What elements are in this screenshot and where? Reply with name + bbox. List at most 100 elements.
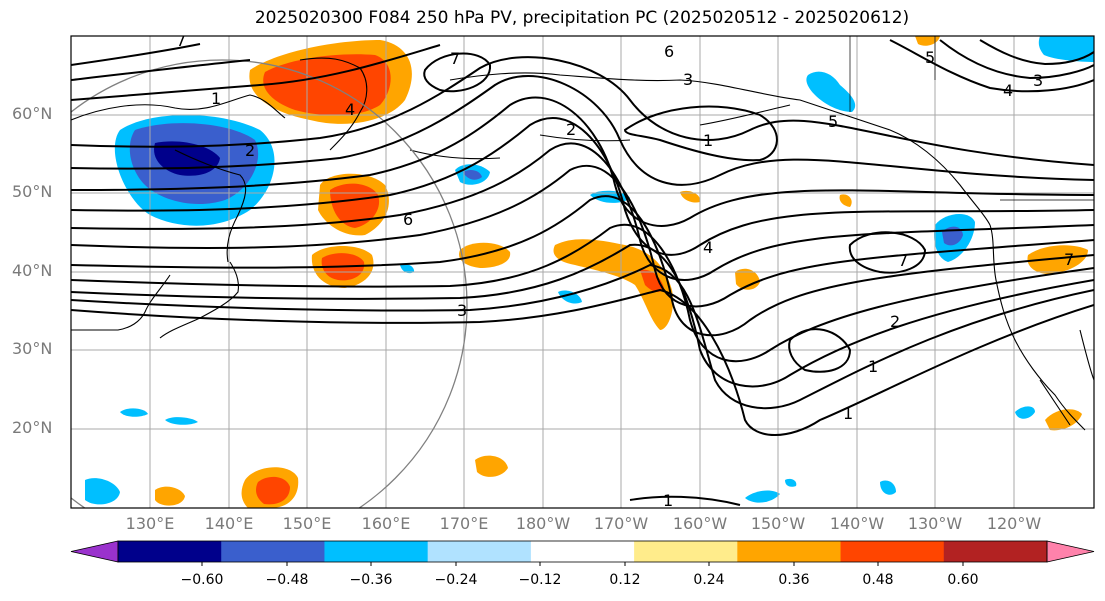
contour-20 xyxy=(979,39,1094,66)
lon-label: 160°W xyxy=(672,514,728,533)
neg-anomaly-9 xyxy=(1015,406,1035,419)
contour-label: 2 xyxy=(890,312,900,331)
neg-anomaly-7 xyxy=(745,490,780,503)
range-circle xyxy=(71,59,468,508)
neg-anomaly-1b xyxy=(463,169,482,180)
lat-label: 20°N xyxy=(12,418,53,437)
colorbar-tick-label: −0.24 xyxy=(434,572,478,588)
graticule xyxy=(71,36,1094,508)
colorbar xyxy=(70,540,1095,563)
coast-okhotsk xyxy=(174,149,247,263)
coast-japan xyxy=(159,261,239,339)
contour-4 xyxy=(71,223,1094,363)
coast-korea xyxy=(71,274,171,331)
neg-anomaly-3 xyxy=(558,290,582,304)
contour-18 xyxy=(889,39,1094,93)
map-title: 2025020300 F084 250 hPa PV, precipitatio… xyxy=(254,8,910,28)
pos-anomaly-baja xyxy=(1045,409,1082,431)
pos-anomaly-uscoast xyxy=(1027,245,1088,274)
contour-label: 2 xyxy=(566,120,576,139)
contour-6 xyxy=(71,164,1094,308)
lat-label: 30°N xyxy=(12,339,53,358)
neg-anomaly-10 xyxy=(85,478,120,505)
pos-anomaly-small-3 xyxy=(839,194,852,207)
contour-label: 1 xyxy=(211,89,221,108)
contour-label: 4 xyxy=(703,238,713,257)
contour-9 xyxy=(71,96,1094,227)
contour-label: 1 xyxy=(868,357,878,376)
contour-11 xyxy=(71,56,1094,166)
precip-shading xyxy=(85,36,1094,508)
contour-3 xyxy=(71,243,1094,388)
contour-12 xyxy=(71,44,441,101)
contour-label: 1 xyxy=(703,131,713,150)
lat-label: 60°N xyxy=(12,104,53,123)
contour-22 xyxy=(629,495,741,506)
lon-label: 160°E xyxy=(361,514,411,533)
lon-label: 140°E xyxy=(204,514,254,533)
colorbar-tick-label: −0.60 xyxy=(180,572,224,588)
contour-label: 1 xyxy=(843,404,853,423)
lat-label: 50°N xyxy=(12,182,53,201)
contour-label: 6 xyxy=(403,210,413,229)
colorbar-segment xyxy=(427,541,532,562)
neg-anomaly-alaska xyxy=(806,71,856,112)
colorbar-segment xyxy=(634,541,738,562)
lon-label: 130°W xyxy=(907,514,963,533)
colorbar-segment xyxy=(737,541,842,562)
colorbar-segment xyxy=(943,541,1048,562)
contour-16 xyxy=(623,105,778,162)
pos-anomaly-south-1 xyxy=(475,455,508,477)
contour-label: 7 xyxy=(176,31,186,50)
contour-21 xyxy=(788,328,852,373)
colorbar-frame xyxy=(117,540,1048,563)
neg-anomaly-8 xyxy=(880,480,896,495)
contour-7 xyxy=(71,142,1094,281)
colorbar-ticks xyxy=(201,562,964,566)
contour-10 xyxy=(71,75,1094,186)
colorbar-tick-label: 0.12 xyxy=(609,572,641,588)
lon-label: 120°W xyxy=(986,514,1042,533)
contour-15 xyxy=(423,52,492,93)
contour-label: 6 xyxy=(664,42,674,61)
lon-label: 130°E xyxy=(125,514,175,533)
pos-anomaly-south-3 xyxy=(155,486,185,506)
contour-14 xyxy=(71,43,201,66)
colorbar-segment xyxy=(324,541,429,562)
lat-label: 40°N xyxy=(12,261,53,280)
neg-anomaly-5 xyxy=(120,408,148,417)
contour-8 xyxy=(71,117,1094,256)
pos-anomaly-south-2b xyxy=(256,476,290,505)
lon-label: 150°W xyxy=(750,514,806,533)
neg-anomaly-nw-corner xyxy=(1038,36,1094,62)
pos-anomaly-small-1 xyxy=(735,268,760,290)
pv-contours xyxy=(71,39,1094,506)
contour-label: 5 xyxy=(925,48,935,67)
colorbar-extend-high xyxy=(1046,540,1095,563)
contour-label: 3 xyxy=(683,70,693,89)
contour-labels: 7 6 7 5 4 3 1 2 2 1 6 7 4 3 2 1 1 1 7 3 … xyxy=(176,31,1074,508)
contour-label: 4 xyxy=(1003,81,1013,100)
contour-13 xyxy=(71,59,251,81)
pos-anomaly-ne xyxy=(915,36,940,46)
colorbar-tick-label: −0.36 xyxy=(349,572,393,588)
colorbar-extend-low xyxy=(70,540,119,563)
neg-anomaly-6 xyxy=(165,417,198,425)
lon-label: 140°W xyxy=(829,514,885,533)
border-canada xyxy=(849,36,1094,201)
lon-label: 170°W xyxy=(593,514,649,533)
colorbar-tick-label: 0.24 xyxy=(693,572,725,588)
lon-label: 150°E xyxy=(282,514,332,533)
colorbar-segment xyxy=(530,541,635,562)
coast-baja xyxy=(1039,329,1094,426)
contour-label: 5 xyxy=(828,112,838,131)
coast-alaska xyxy=(449,72,991,226)
colorbar-tick-label: 0.36 xyxy=(778,572,810,588)
pos-anomaly-kurils-2 xyxy=(330,183,380,228)
contour-label: 3 xyxy=(457,301,467,320)
pos-anomaly-bering-2 xyxy=(263,54,391,116)
pos-anomaly-central xyxy=(553,239,674,330)
colorbar-tick-label: −0.48 xyxy=(265,572,309,588)
colorbar-segment xyxy=(118,541,222,562)
